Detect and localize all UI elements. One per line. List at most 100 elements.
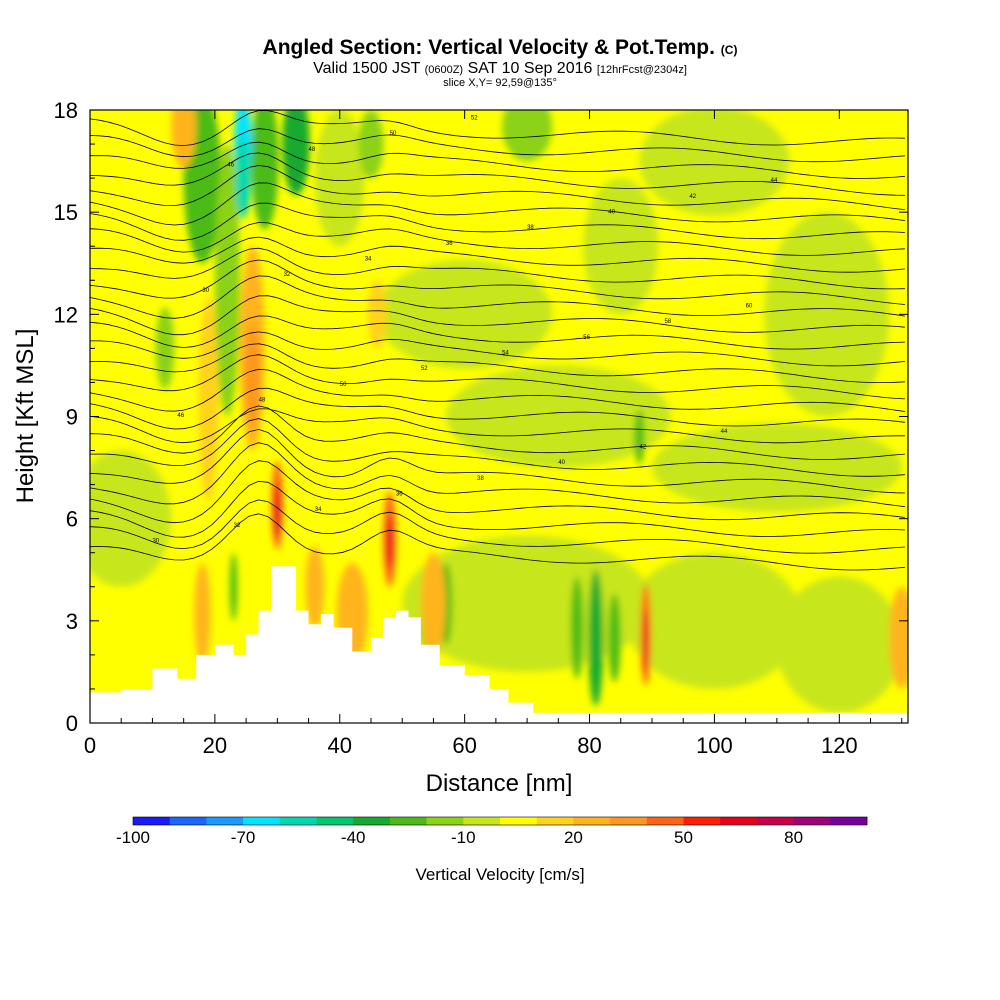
- isentrope-label: 44: [721, 429, 728, 435]
- isentrope-line: [90, 387, 905, 430]
- isentrope-label: 40: [608, 210, 615, 216]
- colorbar-swatch: [279, 817, 317, 825]
- y-tick-label: 3: [66, 609, 78, 634]
- field-cell: [643, 610, 649, 672]
- isentrope-line: [90, 480, 905, 538]
- field-cell: [634, 409, 645, 465]
- isentrope-line: [90, 295, 905, 336]
- isentrope-label: 52: [471, 116, 478, 122]
- colorbar-tick-label: 80: [784, 828, 803, 847]
- isentrope-label: 42: [689, 194, 696, 200]
- field-cell: [639, 110, 790, 216]
- field-cell: [583, 178, 659, 315]
- isentrope-label: 60: [746, 304, 753, 310]
- colorbar-tick-label: -100: [116, 828, 150, 847]
- colorbar-swatch: [389, 817, 427, 825]
- colorbar-swatch: [830, 817, 868, 825]
- isentrope-line: [90, 222, 905, 256]
- field-cell: [502, 110, 553, 162]
- field-cell: [194, 562, 211, 666]
- isentrope-label: 36: [396, 492, 403, 498]
- field-cell: [776, 576, 902, 713]
- colorbar-swatch: [353, 817, 391, 825]
- x-tick-label: 80: [577, 733, 601, 758]
- slice-label: slice X,Y= 92,59@135°: [443, 77, 557, 89]
- isentrope-line: [90, 343, 905, 383]
- field-cell: [171, 110, 197, 168]
- x-axis-label: Distance [nm]: [426, 770, 573, 797]
- colorbar-label: Vertical Velocity [cm/s]: [415, 865, 584, 884]
- isentrope-line: [90, 368, 905, 412]
- field-cell: [274, 484, 281, 540]
- isentrope-line: [90, 236, 905, 273]
- y-axis-label: Height [Kft MSL]: [12, 329, 39, 504]
- isentrope-line: [90, 315, 905, 350]
- field-cell: [214, 144, 240, 417]
- isentrope-line: [90, 259, 905, 305]
- colorbar: -100 -70 -40 -10 20 50 80: [116, 816, 868, 847]
- field-cell: [889, 586, 908, 689]
- isentrope-line: [90, 499, 905, 554]
- isentrope-line: [90, 405, 905, 461]
- isentrope-label: 38: [477, 476, 484, 482]
- isentrope-line: [90, 152, 905, 196]
- colorbar-swatch: [206, 817, 244, 825]
- isentrope-label: 52: [421, 366, 428, 372]
- colorbar-swatch: [426, 817, 464, 825]
- y-tick-label: 9: [66, 405, 78, 430]
- isentrope-label: 48: [309, 147, 316, 153]
- isentrope-line: [90, 202, 905, 241]
- colorbar-swatch: [500, 817, 537, 825]
- field-cell: [90, 450, 172, 587]
- isentrope-label: 44: [771, 178, 778, 184]
- velocity-field: [90, 110, 908, 723]
- isentrope-label: 50: [340, 382, 347, 388]
- isentrope-line: [90, 408, 905, 444]
- isentrope-label: 58: [664, 319, 671, 325]
- isentrope-label: 38: [527, 225, 534, 231]
- colorbar-swatch: [536, 817, 574, 825]
- field-cell: [251, 110, 279, 230]
- colorbar-swatch: [793, 817, 831, 825]
- x-tick-label: 100: [696, 733, 733, 758]
- isentrope-label: 30: [152, 539, 159, 545]
- field-cell: [282, 110, 310, 196]
- isentrope-label: 32: [284, 272, 291, 278]
- chart-subtitle: Valid 1500 JST (0600Z) SAT 10 Sep 2016 […: [313, 60, 687, 77]
- isentrope-label: 34: [365, 257, 372, 263]
- colorbar-swatch: [133, 817, 170, 825]
- y-tick-label: 0: [66, 711, 78, 736]
- y-tick-label: 15: [54, 200, 78, 225]
- isentrope-line: [90, 354, 905, 400]
- isentrope-line: [90, 418, 905, 477]
- isentrope-line: [90, 442, 905, 508]
- colorbar-swatch: [243, 817, 281, 825]
- isentrope-label: 46: [227, 163, 234, 169]
- field-cell: [627, 552, 802, 689]
- colorbar-swatch: [169, 817, 207, 825]
- field-cell: [608, 593, 621, 683]
- isentrope-line: [90, 460, 905, 524]
- isentrope-line: [90, 165, 905, 210]
- field-cell: [305, 545, 325, 628]
- colorbar-tick-label: -40: [341, 828, 366, 847]
- isentrope-label: 34: [315, 507, 322, 513]
- terrain: [90, 566, 908, 723]
- isentrope-line: [90, 275, 905, 319]
- colorbar-swatch: [720, 817, 758, 825]
- isentrope-line: [90, 128, 905, 163]
- colorbar-swatch: [756, 817, 794, 825]
- field-cell: [367, 280, 387, 349]
- field-cell: [229, 552, 238, 621]
- colorbar-frame: [132, 816, 868, 826]
- isentrope-label: 48: [259, 398, 266, 404]
- colorbar-swatch: [646, 817, 684, 825]
- field-cell: [314, 110, 365, 247]
- isentrope-label: 50: [390, 131, 397, 137]
- isentrope-label: 46: [177, 413, 184, 419]
- field-cell: [244, 324, 260, 427]
- isentrope-label: 40: [558, 460, 565, 466]
- colorbar-swatch: [610, 817, 648, 825]
